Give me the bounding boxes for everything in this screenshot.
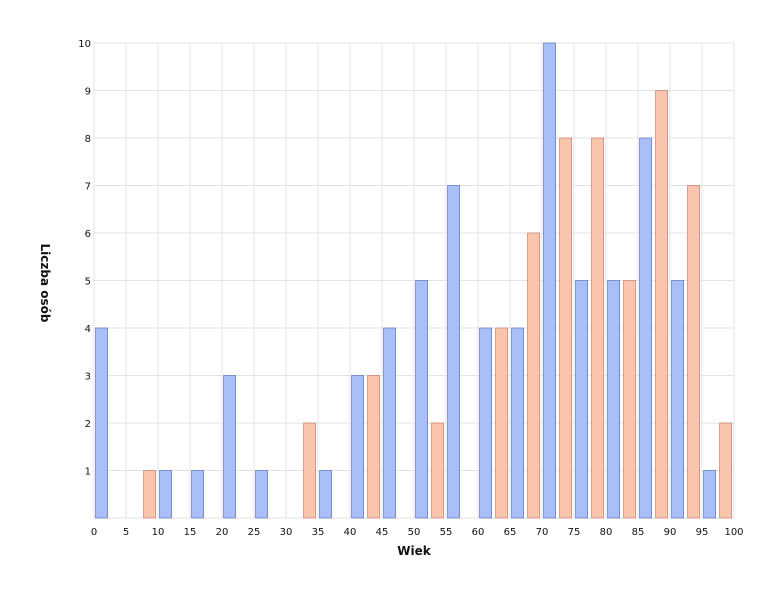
y-tick-label: 4	[85, 324, 91, 335]
x-tick-label: 20	[216, 527, 229, 538]
x-tick-label: 75	[568, 527, 581, 538]
bar-series-1-10-15	[159, 470, 173, 519]
y-tick-label: 5	[85, 277, 91, 288]
x-tick-label: 70	[536, 527, 549, 538]
x-tick-label: 30	[280, 527, 293, 538]
bar-series-2-80-85	[623, 280, 636, 519]
bar-series-1-45-50	[383, 327, 397, 519]
bar-series-2-95-100	[719, 422, 732, 519]
x-tick-label: 25	[248, 527, 261, 538]
x-tick-label: 90	[664, 527, 677, 538]
x-tick-label: 55	[440, 527, 453, 538]
y-tick-label: 1	[85, 467, 91, 478]
bar-series-1-40-45	[351, 375, 365, 519]
bar-series-1-15-20	[191, 470, 205, 519]
tick-labels: 0 5 10 15 20 25 30 35 40 45 50 55 60 65 70 75 80 85 90 95 10…	[78, 39, 743, 538]
x-tick-label: 85	[632, 527, 645, 538]
x-tick-label: 10	[152, 527, 165, 538]
bar-series-1-90-95	[671, 280, 684, 519]
bars	[95, 42, 732, 519]
bar-series-2-70-75	[559, 137, 572, 519]
x-axis-title: Wiek	[397, 544, 431, 558]
y-tick-label: 2	[85, 419, 91, 430]
bar-series-2-30-35	[303, 422, 317, 519]
bar-series-2-5-10	[143, 470, 157, 519]
y-axis-title: Liczba osób	[38, 244, 52, 323]
bar-series-1-0-5	[95, 327, 108, 519]
bar-series-2-90-95	[687, 185, 700, 519]
x-tick-label: 95	[696, 527, 709, 538]
bar-series-1-20-25	[223, 375, 237, 519]
y-tick-label: 9	[85, 87, 91, 98]
x-tick-label: 50	[408, 527, 421, 538]
y-tick-label: 7	[85, 182, 91, 193]
x-tick-label: 60	[472, 527, 485, 538]
x-tick-label: 15	[184, 527, 197, 538]
bar-series-1-25-30	[255, 470, 269, 519]
bar-series-2-75-80	[591, 137, 604, 519]
y-tick-label: 3	[85, 372, 91, 383]
bar-series-1-35-40	[319, 470, 333, 519]
x-tick-label: 65	[504, 527, 517, 538]
bar-series-2-50-55	[431, 422, 445, 519]
x-tick-label: 100	[724, 527, 743, 538]
x-tick-label: 35	[312, 527, 325, 538]
x-tick-label: 5	[123, 527, 129, 538]
y-tick-label: 8	[85, 134, 91, 145]
bar-series-1-60-65	[479, 327, 493, 519]
bar-series-1-50-55	[415, 280, 429, 519]
bar-series-1-75-80	[575, 280, 588, 519]
bar-series-2-65-70	[527, 232, 540, 519]
bar-series-1-55-60	[447, 185, 461, 519]
x-tick-label: 0	[91, 527, 97, 538]
y-tick-label: 6	[85, 229, 91, 240]
bar-series-1-80-85	[607, 280, 620, 519]
bar-series-1-85-90	[639, 137, 652, 519]
bar-series-1-70-75	[543, 42, 556, 519]
bar-series-2-40-45	[367, 375, 381, 519]
bar-series-1-65-70	[511, 327, 525, 519]
bar-series-2-60-65	[495, 327, 509, 519]
x-tick-label: 40	[344, 527, 357, 538]
grid	[93, 42, 735, 519]
x-tick-label: 45	[376, 527, 389, 538]
y-tick-label: 10	[78, 39, 91, 50]
bar-series-1-95-100	[703, 470, 716, 519]
x-tick-label: 80	[600, 527, 613, 538]
bar-series-2-85-90	[655, 90, 668, 519]
